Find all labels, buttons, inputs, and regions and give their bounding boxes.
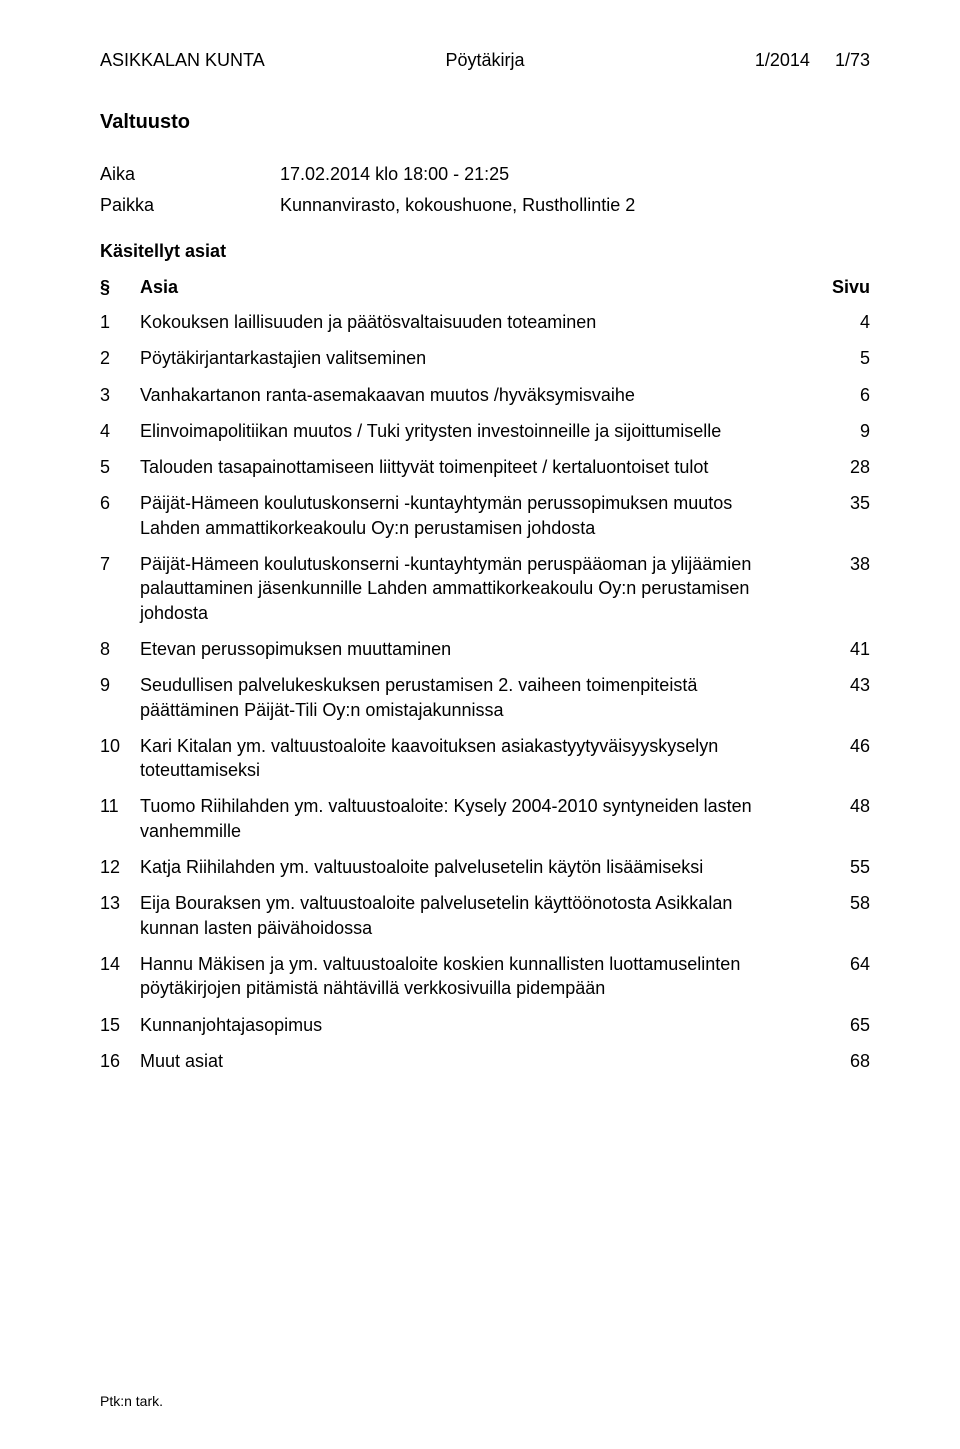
toc-row: 16Muut asiat68: [100, 1049, 870, 1073]
toc-row-page: 28: [810, 455, 870, 479]
toc-row-page: 6: [810, 383, 870, 407]
toc-row-num: 1: [100, 310, 140, 334]
toc-row: 1Kokouksen laillisuuden ja päätösvaltais…: [100, 310, 870, 334]
toc-row-title: Kunnanjohtajasopimus: [140, 1013, 810, 1037]
toc-row: 4Elinvoimapolitiikan muutos / Tuki yrity…: [100, 419, 870, 443]
toc-row-page: 4: [810, 310, 870, 334]
toc-row-title: Kokouksen laillisuuden ja päätösvaltaisu…: [140, 310, 810, 334]
toc-row: 9Seudullisen palvelukeskuksen perustamis…: [100, 673, 870, 722]
toc-row-num: 6: [100, 491, 140, 540]
toc-row-title: Vanhakartanon ranta-asemakaavan muutos /…: [140, 383, 810, 407]
toc-row-num: 8: [100, 637, 140, 661]
meta-aika-row: Aika 17.02.2014 klo 18:00 - 21:25: [100, 164, 870, 185]
toc-row-page: 68: [810, 1049, 870, 1073]
toc-row-title: Talouden tasapainottamiseen liittyvät to…: [140, 455, 810, 479]
toc-row-num: 4: [100, 419, 140, 443]
toc-row-page: 41: [810, 637, 870, 661]
meta-paikka-value: Kunnanvirasto, kokoushuone, Rusthollinti…: [280, 195, 870, 216]
toc-row: 13Eija Bouraksen ym. valtuustoaloite pal…: [100, 891, 870, 940]
toc-row: 11Tuomo Riihilahden ym. valtuustoaloite:…: [100, 794, 870, 843]
toc-row: 5Talouden tasapainottamiseen liittyvät t…: [100, 455, 870, 479]
toc-row-title: Eija Bouraksen ym. valtuustoaloite palve…: [140, 891, 810, 940]
footer-text: Ptk:n tark.: [100, 1393, 163, 1409]
toc-row-num: 14: [100, 952, 140, 1001]
toc-row: 8Etevan perussopimuksen muuttaminen41: [100, 637, 870, 661]
toc-row: 10Kari Kitalan ym. valtuustoaloite kaavo…: [100, 734, 870, 783]
toc-row-title: Tuomo Riihilahden ym. valtuustoaloite: K…: [140, 794, 810, 843]
toc-row-title: Muut asiat: [140, 1049, 810, 1073]
toc-row-page: 38: [810, 552, 870, 625]
header-docnum: 1/2014: [755, 50, 810, 70]
meta-aika-label: Aika: [100, 164, 280, 185]
toc-row-page: 48: [810, 794, 870, 843]
toc-header: § Asia Sivu: [100, 277, 870, 298]
page: ASIKKALAN KUNTA Pöytäkirja 1/2014 1/73 V…: [0, 0, 960, 1449]
toc-row-num: 7: [100, 552, 140, 625]
body-title: Valtuusto: [100, 111, 870, 134]
toc-row-num: 12: [100, 855, 140, 879]
toc-row-num: 16: [100, 1049, 140, 1073]
header-doctype: Pöytäkirja: [357, 50, 614, 71]
toc-list: 1Kokouksen laillisuuden ja päätösvaltais…: [100, 310, 870, 1073]
toc-row-num: 9: [100, 673, 140, 722]
toc-row-title: Katja Riihilahden ym. valtuustoaloite pa…: [140, 855, 810, 879]
toc-row-page: 43: [810, 673, 870, 722]
header-org: ASIKKALAN KUNTA: [100, 50, 357, 71]
toc-row-num: 3: [100, 383, 140, 407]
meta-aika-value: 17.02.2014 klo 18:00 - 21:25: [280, 164, 870, 185]
toc-header-asia: Asia: [140, 277, 810, 298]
toc-row: 3Vanhakartanon ranta-asemakaavan muutos …: [100, 383, 870, 407]
toc-row-page: 5: [810, 346, 870, 370]
toc-row-num: 11: [100, 794, 140, 843]
subheading: Käsitellyt asiat: [100, 241, 870, 262]
toc-row-page: 46: [810, 734, 870, 783]
toc-row-page: 55: [810, 855, 870, 879]
meta-paikka-label: Paikka: [100, 195, 280, 216]
toc-row-num: 15: [100, 1013, 140, 1037]
meta-paikka-row: Paikka Kunnanvirasto, kokoushuone, Rusth…: [100, 195, 870, 216]
toc-row: 6Päijät-Hämeen koulutuskonserni -kuntayh…: [100, 491, 870, 540]
toc-header-sivu: Sivu: [810, 277, 870, 298]
header-right: 1/2014 1/73: [613, 50, 870, 71]
toc-row-num: 10: [100, 734, 140, 783]
toc-row: 7Päijät-Hämeen koulutuskonserni -kuntayh…: [100, 552, 870, 625]
toc-row-title: Kari Kitalan ym. valtuustoaloite kaavoit…: [140, 734, 810, 783]
toc-row-page: 58: [810, 891, 870, 940]
page-header: ASIKKALAN KUNTA Pöytäkirja 1/2014 1/73: [100, 50, 870, 71]
toc-row: 14Hannu Mäkisen ja ym. valtuustoaloite k…: [100, 952, 870, 1001]
toc-row-title: Hannu Mäkisen ja ym. valtuustoaloite kos…: [140, 952, 810, 1001]
toc-row-title: Etevan perussopimuksen muuttaminen: [140, 637, 810, 661]
toc-row: 2Pöytäkirjantarkastajien valitseminen5: [100, 346, 870, 370]
toc-row-title: Päijät-Hämeen koulutuskonserni -kuntayht…: [140, 552, 810, 625]
toc-row-title: Seudullisen palvelukeskuksen perustamise…: [140, 673, 810, 722]
header-pagenum: 1/73: [835, 50, 870, 70]
toc-row-num: 13: [100, 891, 140, 940]
toc-row-page: 35: [810, 491, 870, 540]
toc-row-num: 2: [100, 346, 140, 370]
toc-row-title: Elinvoimapolitiikan muutos / Tuki yritys…: [140, 419, 810, 443]
toc-header-num: §: [100, 277, 140, 298]
toc-row: 15Kunnanjohtajasopimus65: [100, 1013, 870, 1037]
toc-row-title: Päijät-Hämeen koulutuskonserni -kuntayht…: [140, 491, 810, 540]
toc-row-num: 5: [100, 455, 140, 479]
toc-row-title: Pöytäkirjantarkastajien valitseminen: [140, 346, 810, 370]
toc-row-page: 9: [810, 419, 870, 443]
toc-row-page: 65: [810, 1013, 870, 1037]
toc-row: 12Katja Riihilahden ym. valtuustoaloite …: [100, 855, 870, 879]
toc-row-page: 64: [810, 952, 870, 1001]
